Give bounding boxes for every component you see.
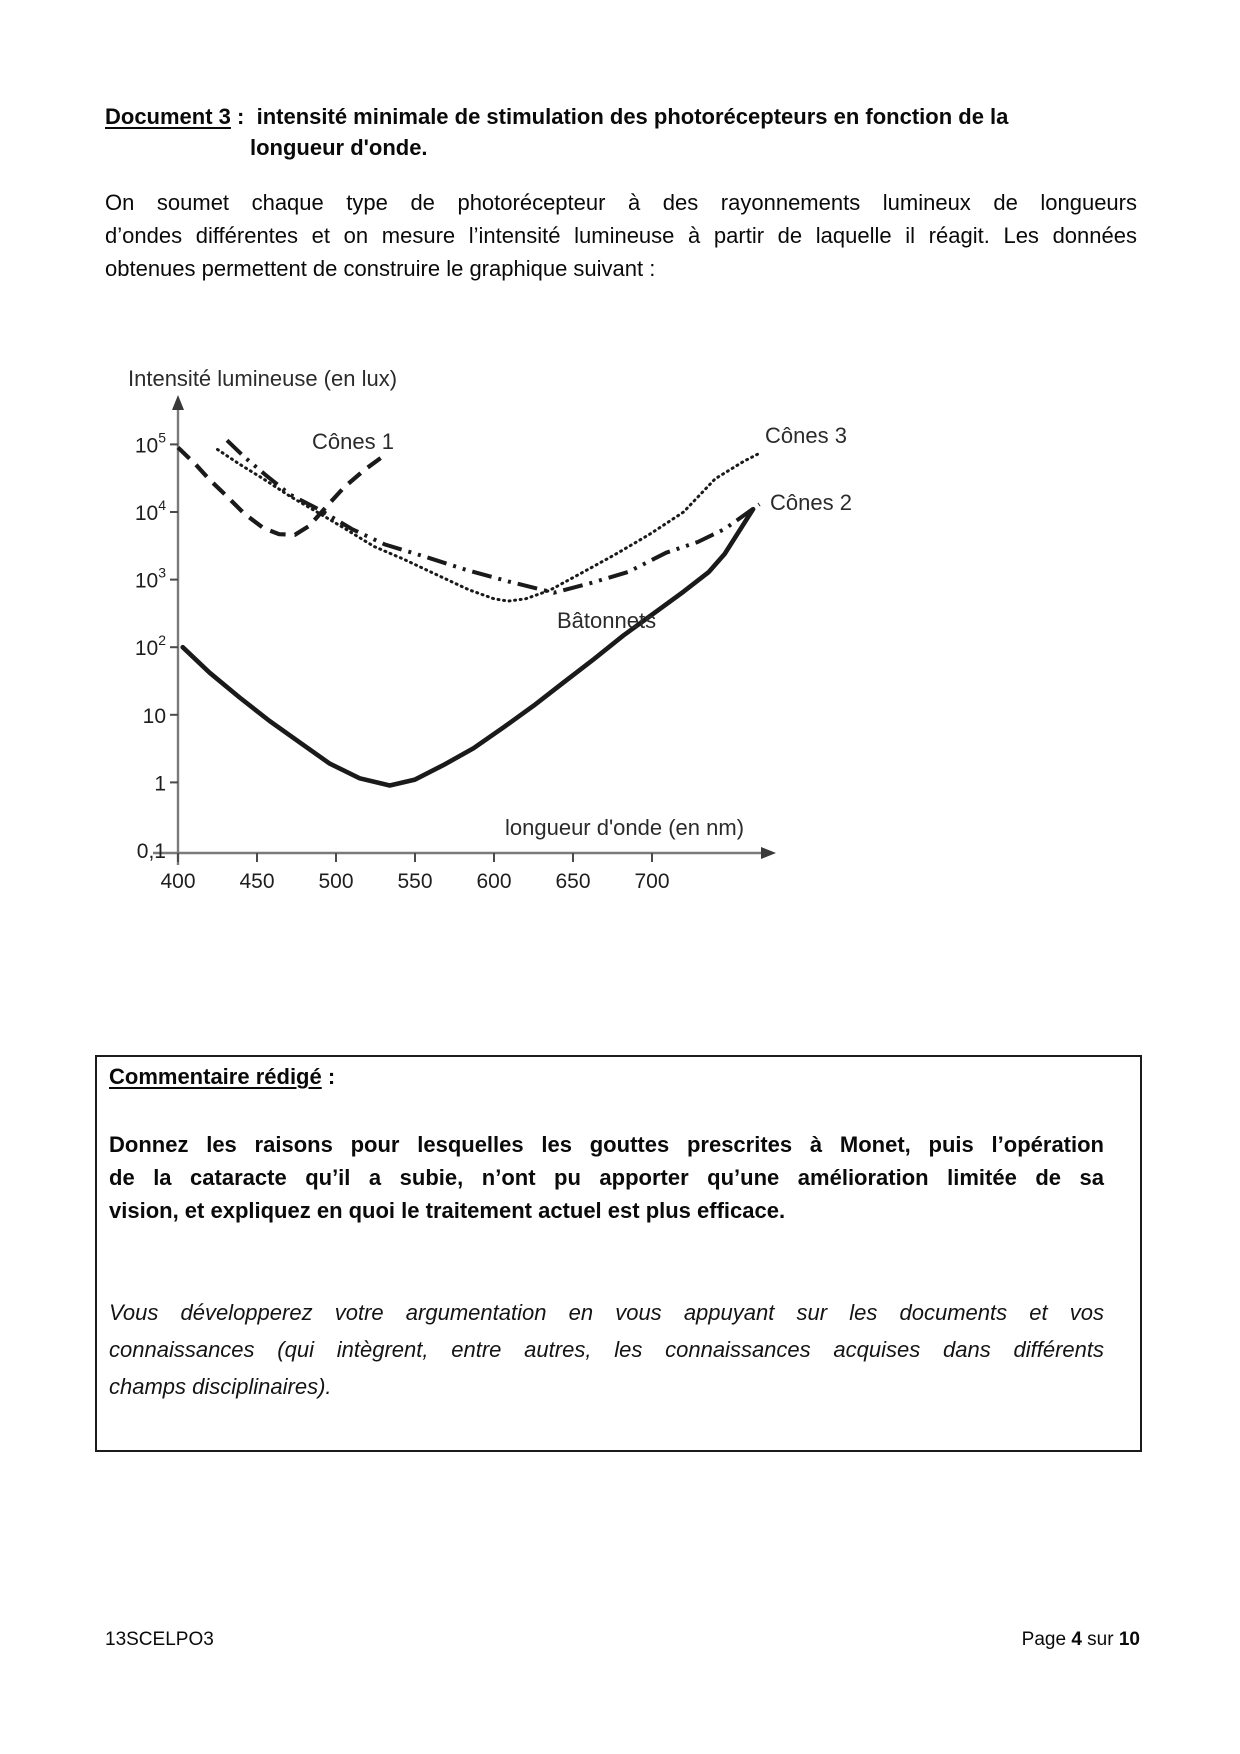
intro-line: d’ondes différentes et on mesure l’inten… [105, 223, 1137, 248]
series-label-cones-2: Cônes 2 [770, 490, 852, 515]
series-b-tonnets [180, 506, 756, 788]
x-tick-label: 700 [634, 870, 669, 893]
instruction-line: Donnez les raisons pour lesquelles les g… [109, 1132, 1104, 1157]
comment-heading-text: Commentaire rédigé [109, 1064, 322, 1089]
heading-title: intensité minimale de stimulation des ph… [256, 104, 1009, 129]
series-c-nes-2 [225, 438, 761, 595]
comment-box: Commentaire rédigé : Donnez les raisons … [95, 1055, 1142, 1452]
heading-line-1: Document 3 : intensité minimale de stimu… [105, 101, 1140, 132]
footer-page-number: 4 [1071, 1629, 1082, 1650]
footer-page-word: Page [1021, 1629, 1072, 1650]
x-tick-label: 550 [397, 870, 432, 893]
instruction-line: vision, et expliquez en quoi le traiteme… [109, 1198, 786, 1223]
guidance-line: champs disciplinaires). [109, 1374, 332, 1399]
y-tick-label: 104 [135, 497, 166, 525]
series-c-nes-1 [176, 445, 387, 537]
y-tick-label: 1 [154, 772, 166, 795]
y-axis-title: Intensité lumineuse (en lux) [128, 366, 398, 391]
x-tick-label: 450 [239, 870, 274, 893]
intro-line: obtenues permettent de construire le gra… [105, 256, 656, 281]
intro-line: On soumet chaque type de photorécepteur … [105, 190, 1137, 215]
x-axis-title: longueur d'onde (en nm) [505, 815, 745, 840]
x-tick-label: 600 [476, 870, 511, 893]
comment-heading-colon: : [321, 1064, 336, 1089]
series-label-cones-3: Cônes 3 [765, 423, 847, 448]
y-axis-arrow [172, 395, 184, 410]
y-tick-label: 0,1 [137, 840, 166, 863]
intro-paragraph: On soumet chaque type de photorécepteur … [105, 186, 1137, 285]
y-tick-label: 10 [143, 705, 166, 728]
x-axis-arrow [761, 847, 776, 859]
x-tick-label: 650 [555, 870, 590, 893]
heading-label: Document 3 [105, 104, 231, 129]
x-tick-label: 500 [318, 870, 353, 893]
series-label-batonnets: Bâtonnets [557, 608, 657, 633]
comment-box-heading: Commentaire rédigé : [109, 1064, 1128, 1090]
x-tick-label: 400 [160, 870, 195, 893]
footer-page-total: 10 [1118, 1629, 1140, 1650]
footer-of-word: sur [1081, 1629, 1119, 1650]
series-c-nes-3 [216, 448, 763, 603]
guidance-line: Vous développerez votre argumentation en… [109, 1300, 1104, 1325]
document-heading: Document 3 : intensité minimale de stimu… [105, 101, 1140, 163]
comment-instruction: Donnez les raisons pour lesquelles les g… [109, 1128, 1104, 1227]
guidance-line: connaissances (qui intègrent, entre autr… [109, 1337, 1104, 1362]
heading-separator: : [230, 104, 257, 129]
instruction-line: de la cataracte qu’il a subie, n’ont pu … [109, 1165, 1104, 1190]
y-tick-label: 103 [135, 565, 166, 593]
heading-line-2: longueur d'onde. [250, 135, 428, 160]
y-tick-label: 105 [135, 429, 166, 457]
footer-pagination: Page 4 sur 10 [1022, 1629, 1140, 1651]
footer-reference: 13SCELPO3 [105, 1629, 214, 1650]
series-label-cones-1: Cônes 1 [312, 429, 394, 454]
y-tick-label: 102 [135, 632, 166, 660]
comment-guidance: Vous développerez votre argumentation en… [109, 1294, 1104, 1405]
